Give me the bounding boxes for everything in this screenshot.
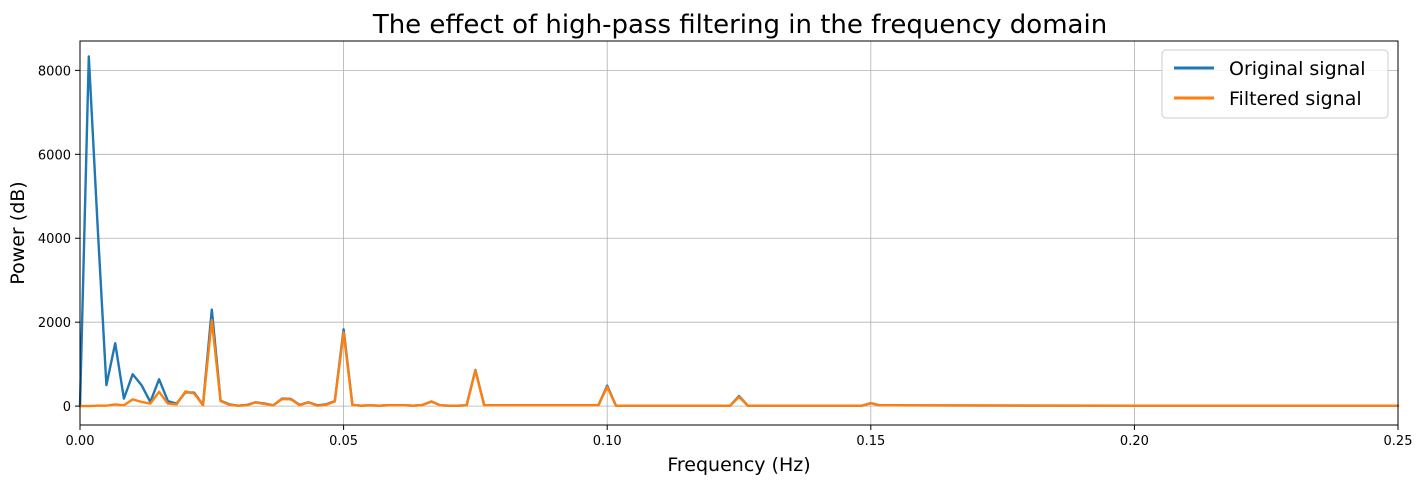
x-tick-label: 0.15 [856,434,885,449]
series-lines [78,55,1400,408]
y-axis-label: Power (dB) [7,181,29,284]
y-tick-label: 2000 [38,316,71,331]
x-tick-label: 0.25 [1384,434,1413,449]
legend-box [1161,49,1389,119]
plot-area-frame [79,40,1399,426]
y-tick-label: 6000 [38,148,71,163]
legend-label-filtered-signal: Filtered signal [1229,88,1362,110]
y-tick-label: 4000 [38,232,71,247]
x-tick-label: 0.10 [593,434,622,449]
y-axis: 0 2000 4000 6000 8000 [38,64,80,415]
legend: Original signal Filtered signal [1161,49,1389,119]
legend-label-original-signal: Original signal [1229,58,1366,80]
x-tick-label: 0.00 [66,434,95,449]
y-tick-label: 8000 [38,64,71,79]
x-axis: 0.00 0.05 0.10 0.15 0.20 0.25 [66,425,1413,449]
x-tick-label: 0.05 [329,434,358,449]
x-tick-label: 0.20 [1120,434,1149,449]
x-axis-label: Frequency (Hz) [667,454,810,476]
chart-title: The effect of high-pass filtering in the… [372,10,1107,40]
y-tick-label: 0 [63,400,71,415]
series-line-filtered-signal [78,318,1400,408]
